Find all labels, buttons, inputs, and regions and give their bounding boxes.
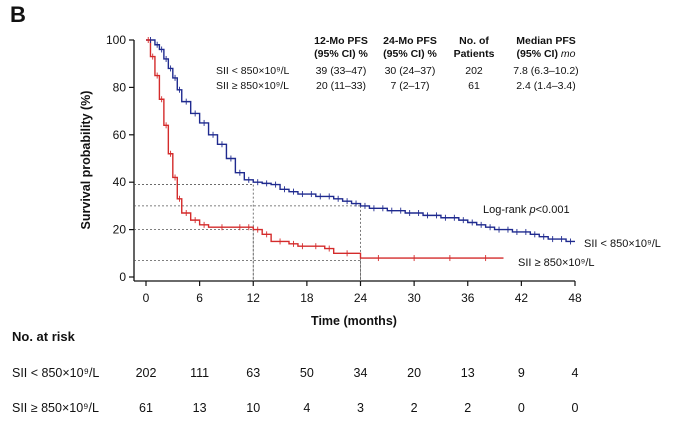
hdr-pfs24-2: (95% CI) % [383,48,437,60]
x-tick-label-12: 12 [247,291,261,305]
y-tick-label-80: 80 [113,80,127,94]
risk-r2-c5: 2 [411,401,418,415]
row2-median: 2.4 (1.4–3.4) [516,80,576,92]
risk-r2-c1: 13 [193,401,207,415]
risk-row2-label: SII ≥ 850×10⁹/L [12,401,99,415]
hdr-pfs24-1: 24-Mo PFS [383,35,437,47]
logrank-prefix: Log-rank [483,204,529,216]
x-tick-label-42: 42 [515,291,529,305]
risk-table: No. at risk SII < 850×10⁹/L SII ≥ 850×10… [12,329,579,415]
risk-row1-label: SII < 850×10⁹/L [12,366,99,380]
row1-group: SII < 850×10⁹/L [216,65,290,77]
x-axis-title: Time (months) [311,314,397,328]
risk-r1-c7: 9 [518,366,525,380]
axes [133,40,575,282]
risk-r2-c0: 61 [139,401,153,415]
risk-r1-c8: 4 [572,366,579,380]
hdr-pfs12-2: (95% CI) % [314,48,368,60]
risk-title: No. at risk [12,329,76,344]
risk-r2-c4: 3 [357,401,364,415]
y-tick-label-40: 40 [113,175,127,189]
y-tick-label-0: 0 [119,270,126,284]
risk-numbers: 202 111 63 50 34 20 13 9 461 13 10 4 3 2 2 0 0 [136,366,579,415]
x-tick-label-36: 36 [461,291,475,305]
hdr-median-2b: mo [561,48,576,60]
x-tick-label-48: 48 [568,291,582,305]
x-tick-label-30: 30 [407,291,421,305]
x-tick-label-24: 24 [354,291,368,305]
y-axis-title: Survival probability (%) [79,91,93,230]
risk-r1-c0: 202 [136,366,157,380]
legend-high-sii: SII ≥ 850×10⁹/L [518,257,595,269]
hdr-pfs12-1: 12-Mo PFS [314,35,368,47]
risk-r1-c5: 20 [407,366,421,380]
logrank-suffix: <0.001 [536,204,570,216]
y-tick-label-100: 100 [106,33,126,47]
risk-r1-c2: 63 [246,366,260,380]
hdr-median-1: Median PFS [516,35,576,47]
risk-r1-c3: 50 [300,366,314,380]
risk-r2-c2: 10 [246,401,260,415]
row1-pfs12: 39 (33–47) [316,65,367,77]
panel-label: B [10,2,26,27]
logrank-annotation: Log-rank p<0.001 [483,204,570,216]
row1-n: 202 [465,65,483,77]
row2-pfs12: 20 (11–33) [316,80,366,92]
y-tick-label-60: 60 [113,128,127,142]
hdr-n-2: Patients [454,48,495,60]
row2-n: 61 [468,80,480,92]
x-tick-label-0: 0 [143,291,150,305]
summary-table: 12-Mo PFS (95% CI) % 24-Mo PFS (95% CI) … [216,35,579,92]
row2-group: SII ≥ 850×10⁹/L [216,80,289,92]
legend-low-sii: SII < 850×10⁹/L [584,238,661,250]
risk-r2-c8: 0 [572,401,579,415]
y-ticks: 0 20 40 60 80 100 [106,33,134,284]
risk-r1-c6: 13 [461,366,475,380]
risk-r1-c1: 111 [190,366,209,380]
risk-r2-c3: 4 [303,401,310,415]
guide-lines [134,184,361,281]
hdr-n-1: No. of [459,35,489,47]
row1-pfs24: 30 (24–37) [385,65,436,77]
row1-median: 7.8 (6.3–10.2) [513,65,578,77]
censor-marks [147,37,571,262]
logrank-p: p [528,204,535,216]
risk-r2-c7: 0 [518,401,525,415]
curve-low-sii [146,39,575,243]
y-tick-label-20: 20 [113,223,127,237]
x-ticks: 0 6 12 18 24 30 36 42 48 [143,281,582,305]
hdr-median-2a: (95% CI) [517,48,561,60]
x-tick-label-18: 18 [300,291,314,305]
row2-pfs24: 7 (2–17) [390,80,429,92]
risk-r1-c4: 34 [354,366,368,380]
hdr-median-2: (95% CI) mo [517,48,576,60]
x-tick-label-6: 6 [196,291,203,305]
risk-r2-c6: 2 [464,401,471,415]
